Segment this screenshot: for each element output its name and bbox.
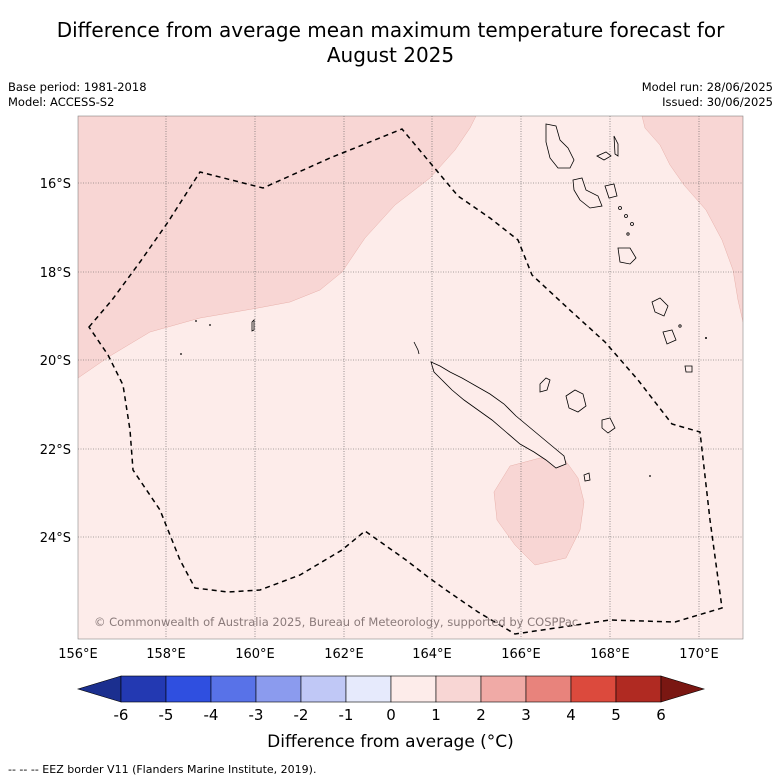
model-name: Model: ACCESS-S2 — [8, 95, 115, 109]
belep-islet — [413, 341, 420, 355]
reef-islet-1 — [195, 320, 197, 322]
colorbar: -6 -5 -4 -3 -2 -1 0 1 2 3 4 5 6 — [76, 675, 706, 724]
issued-date: Issued: 30/06/2025 — [662, 95, 773, 109]
colorbar-swatch — [165, 675, 212, 703]
isle-of-pines — [583, 472, 591, 482]
vanuatu-islet-1 — [596, 151, 612, 161]
colorbar-tick-label: -3 — [249, 706, 264, 724]
vanuatu-islet-4 — [684, 365, 693, 373]
new-caledonia-island — [430, 361, 567, 469]
lon-label: 170°E — [679, 647, 719, 662]
colorbar-swatch — [480, 675, 527, 703]
colorbar-swatch — [615, 675, 662, 703]
chesterfield-reef — [251, 319, 255, 332]
colorbar-tick-label: 3 — [521, 706, 531, 724]
colorbar-extend-high — [660, 675, 706, 703]
ouvea-island — [539, 377, 551, 393]
lon-label: 160°E — [235, 647, 275, 662]
gridlines — [78, 116, 743, 639]
colorbar-tick-label: 2 — [476, 706, 486, 724]
vanuatu-islet-6 — [624, 214, 628, 218]
vanuatu-espiritu-santo — [545, 123, 575, 169]
vanuatu-malakula — [572, 177, 603, 209]
vanuatu-erromango — [651, 297, 669, 317]
lat-label: 18°S — [40, 266, 71, 281]
eez-legend-note: -- -- -- EEZ border V11 (Flanders Marine… — [8, 763, 317, 776]
colorbar-swatch — [570, 675, 617, 703]
lifou-island — [565, 389, 587, 413]
colorbar-swatch — [120, 675, 167, 703]
base-period: Base period: 1981-2018 — [8, 80, 147, 94]
colorbar-swatch — [390, 675, 437, 703]
lat-label: 24°S — [40, 531, 71, 546]
colorbar-swatch — [435, 675, 482, 703]
title-line-1: Difference from average mean maximum tem… — [56, 18, 725, 42]
colorbar-tick-label: 1 — [431, 706, 441, 724]
mare-island — [601, 417, 616, 434]
colorbar-swatch — [210, 675, 257, 703]
colorbar-tick-label: 6 — [656, 706, 666, 724]
colorbar-swatch — [300, 675, 347, 703]
vanuatu-islet-5 — [618, 206, 622, 210]
colorbar-swatch — [255, 675, 302, 703]
lon-label: 168°E — [590, 647, 630, 662]
colorbar-tick-label: -1 — [339, 706, 354, 724]
latitude-labels: 16°S 18°S 20°S 22°S 24°S — [40, 177, 71, 546]
colorbar-tick-label: -5 — [159, 706, 174, 724]
lon-label: 158°E — [146, 647, 186, 662]
colorbar-extend-low — [76, 675, 122, 703]
colorbar-tick-label: -4 — [204, 706, 219, 724]
colorbar-tick-label: 5 — [611, 706, 621, 724]
colorbar-tick-label: -2 — [294, 706, 309, 724]
colorbar-label: Difference from average (°C) — [267, 732, 514, 752]
vanuatu-islet-8 — [626, 232, 630, 236]
lat-label: 20°S — [40, 354, 71, 369]
map-title: Difference from average mean maximum tem… — [0, 18, 781, 68]
vanuatu-islet-10 — [705, 337, 707, 339]
vanuatu-islet-9 — [678, 324, 682, 328]
vanuatu-tanna — [662, 329, 677, 345]
longitude-labels: 156°E 158°E 160°E 162°E 164°E 166°E 168°… — [58, 647, 719, 662]
title-line-2: August 2025 — [326, 43, 455, 67]
lat-label: 16°S — [40, 177, 71, 192]
map-frame — [77, 115, 744, 640]
lon-label: 156°E — [58, 647, 98, 662]
vanuatu-islet-2 — [613, 135, 619, 157]
lon-label: 162°E — [324, 647, 364, 662]
reef-islet-4 — [649, 475, 651, 477]
vanuatu-efate — [617, 247, 637, 265]
colorbar-tick-label: -6 — [114, 706, 129, 724]
reef-islet-3 — [180, 353, 182, 355]
meta-right: Model run: 28/06/2025 Issued: 30/06/2025 — [642, 80, 773, 110]
vanuatu-islet-7 — [630, 222, 634, 226]
lon-label: 166°E — [501, 647, 541, 662]
model-run: Model run: 28/06/2025 — [641, 80, 773, 94]
anomaly-field-1-2-northwest — [78, 116, 477, 379]
eez-border — [88, 128, 723, 635]
vanuatu-islet-3 — [604, 183, 618, 199]
colorbar-swatch — [345, 675, 392, 703]
colorbar-swatch — [525, 675, 572, 703]
anomaly-field-1-2-northeast — [641, 116, 743, 323]
copyright-note: © Commonwealth of Australia 2025, Bureau… — [94, 615, 578, 629]
lon-label: 164°E — [412, 647, 452, 662]
colorbar-tick-label: 4 — [566, 706, 576, 724]
colorbar-tick-label: 0 — [386, 706, 396, 724]
reef-islet-2 — [209, 324, 211, 326]
meta-left: Base period: 1981-2018 Model: ACCESS-S2 — [8, 80, 147, 110]
lat-label: 22°S — [40, 443, 71, 458]
